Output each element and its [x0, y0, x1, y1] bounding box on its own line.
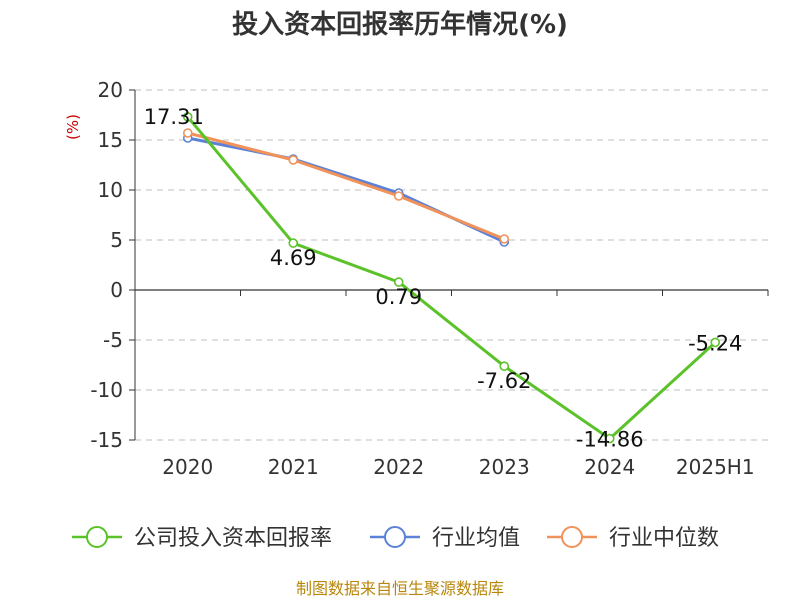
data-label: 4.69	[270, 246, 317, 270]
data-label: -7.62	[477, 369, 531, 393]
legend[interactable]: 公司投入资本回报率 行业均值 行业中位数	[72, 526, 719, 551]
legend-circle-marker	[384, 526, 406, 548]
y-tick-label: -5	[103, 328, 123, 352]
y-tick-label: -10	[90, 378, 123, 402]
x-tick-label: 2023	[479, 455, 530, 479]
y-tick-label: 20	[98, 78, 123, 102]
legend-item[interactable]: 行业均值	[370, 526, 520, 551]
y-tick-label: 15	[98, 128, 123, 152]
source-note: 制图数据来自恒生聚源数据库	[296, 579, 504, 598]
data-point[interactable]	[182, 112, 193, 122]
legend-label: 行业均值	[432, 526, 520, 551]
series	[182, 112, 721, 444]
data-label: -5.24	[688, 331, 742, 355]
legend-label: 公司投入资本回报率	[134, 526, 332, 551]
data-label: 17.31	[144, 105, 204, 129]
x-tick-label: 2020	[162, 455, 213, 479]
y-axis-label: (%)	[64, 114, 82, 140]
data-label: 0.79	[375, 285, 422, 309]
axes: 20 15 10 5 0 -5 -10 -15 2020 2021 2022 2023 2024 2025…	[90, 78, 769, 479]
data-point[interactable]	[182, 128, 193, 138]
x-tick-label: 2021	[268, 455, 319, 479]
data-point[interactable]	[499, 234, 510, 244]
series-line	[186, 115, 717, 441]
series-line	[187, 131, 505, 241]
x-tick-label: 2025H1	[676, 455, 755, 479]
legend-item[interactable]: 公司投入资本回报率	[72, 526, 332, 551]
data-label: -14.86	[576, 428, 644, 452]
legend-circle-marker	[86, 526, 108, 548]
y-tick-label: 10	[98, 178, 123, 202]
data-point[interactable]	[499, 361, 510, 372]
data-point[interactable]	[604, 433, 615, 444]
chart-title: 投入资本回报率历年情况(%)	[232, 9, 568, 40]
legend-item[interactable]: 行业中位数	[547, 526, 719, 551]
y-tick-label: -15	[90, 428, 123, 452]
x-tick-label: 2022	[373, 455, 424, 479]
legend-label: 行业中位数	[609, 526, 719, 551]
x-tick-label: 2024	[584, 455, 635, 479]
data-point[interactable]	[393, 191, 404, 201]
data-point[interactable]	[288, 238, 299, 248]
legend-circle-marker	[561, 526, 583, 548]
data-labels: 17.31 4.69 0.79 -7.62 -14.86 -5.24	[144, 105, 743, 452]
data-point[interactable]	[393, 277, 404, 287]
data-point[interactable]	[288, 155, 299, 165]
y-tick-label: 5	[110, 228, 123, 252]
data-point[interactable]	[710, 337, 721, 348]
y-tick-label: 0	[110, 278, 123, 302]
